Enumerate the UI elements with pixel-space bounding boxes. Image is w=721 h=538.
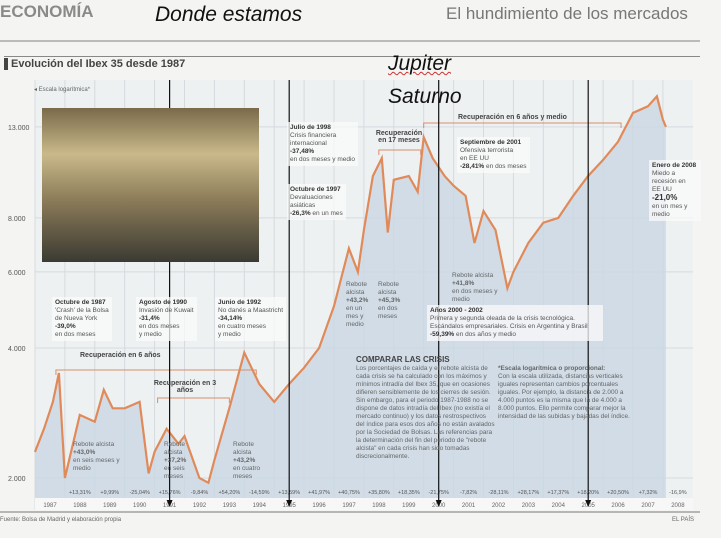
annotation-sep-2001: Septiembre de 2001 Ofensiva terrorista en … [457,137,530,173]
x-tick-label: 2007 [641,503,655,509]
annual-change-label: -7,82% [460,490,478,496]
overlay-donde-estamos: Donde estamos [155,3,303,26]
annual-change-label: -16,9% [669,490,687,496]
annual-change-label: +41,97% [308,490,330,496]
overlay-jupiter: Jupiter [388,52,452,75]
headline: El hundimiento de los mercados [446,4,688,23]
annotation-ene-2008: Enero de 2008 Miedo a recesión en EE UU -21,… [649,160,701,221]
recovery-3-years: Recuperación en 3 años [153,380,217,394]
arrow-down-icon [166,500,173,507]
recovery-6-5-years: Recuperación en 6 años y medio [458,114,567,121]
credit: EL PAÍS [672,517,695,523]
x-tick-label: 1987 [43,503,57,509]
annotation-ago-1990: Agosto de 1990 Invasión de Kuwait -31,4% en… [136,297,197,341]
arrow-down-icon [435,500,442,507]
rebound-1998b: Rebote alcista +45,3% en dos meses [378,281,401,320]
annual-change-label: +20,50% [607,490,629,496]
annotation-oct-1987: Octubre de 1987 'Crash' de la Bolsa de Nue… [52,297,112,341]
year-axis-band [35,498,693,510]
x-tick-label: 1998 [372,503,386,509]
x-tick-label: 1990 [133,503,147,509]
annual-change-label: -9,84% [191,490,209,496]
divider [4,56,700,57]
annual-change-label: +18,35% [398,490,420,496]
x-tick-label: 2003 [522,503,536,509]
annual-change-label: +7,32% [639,490,658,496]
section-label: ECONOMÍA [0,2,94,21]
overlay-saturno: Saturno [388,85,462,108]
divider [0,40,700,42]
annual-change-label: -25,04% [129,490,150,496]
annual-change-label: -14,59% [249,490,270,496]
recovery-17-months: Recuperación en 17 meses [375,130,423,144]
x-tick-label: 2006 [611,503,625,509]
annual-change-label: +28,17% [517,490,539,496]
y-tick-label: 13.000 [8,125,30,132]
arrow-down-icon [585,500,592,507]
rebound-2002: Rebote alcista +41,8% en dos meses y medio [452,272,498,303]
annual-change-label: +40,75% [338,490,360,496]
stock-exchange-photo [42,108,259,262]
arrow-down-icon [286,500,293,507]
x-tick-label: 1999 [402,503,416,509]
rebound-1992: Rebote alcista +43,2% en cuatro meses [233,441,261,480]
x-tick-label: 2004 [552,503,566,509]
rebound-1988: Rebote alcista +43,0% en seis meses y medi… [73,441,120,472]
annotation-oct-1997: Octubre de 1997 Devaluaciones asiáticas -26… [287,184,346,220]
x-tick-label: 1989 [103,503,117,509]
scale-note: ◂ Escala logarítmica* [34,87,91,93]
x-tick-label: 1988 [73,503,87,509]
compare-crisis-col1: COMPARAR LAS CRISIS Los porcentajes de ca… [356,355,495,461]
series-area [35,96,666,499]
x-tick-label: 2008 [671,503,685,509]
y-tick-label: 2.000 [8,476,26,483]
x-tick-label: 1996 [312,503,326,509]
annotation-2000-2002: Años 2000 - 2002 Primera y segunda oleada… [427,305,603,341]
recovery-6-years: Recuperación en 6 años [80,352,161,359]
recovery-bracket [55,369,257,375]
annual-change-label: +13,31% [69,490,91,496]
series-line-ibex [33,94,667,485]
chart-title: Evolución del Ibex 35 desde 1987 [4,58,185,70]
recovery-bracket [378,149,422,155]
y-tick-label: 6.000 [8,270,26,277]
x-tick-label: 2001 [462,503,476,509]
rebound-1991: Rebote alcista +37,2% en seis meses [164,441,187,480]
x-tick-label: 1997 [342,503,356,509]
annual-change-label: +17,37% [547,490,569,496]
x-tick-label: 2002 [492,503,506,509]
rebound-1998a: Rebote alcista +43,2% en un mes y medio [346,281,369,328]
x-tick-label: 1993 [223,503,237,509]
y-tick-label: 8.000 [8,216,26,223]
recovery-bracket [157,397,230,403]
recovery-bracket [423,122,622,128]
compare-crisis-col2: *Escala logarítmica o proporcional: Con l… [498,365,630,420]
annual-change-label: -28,11% [488,490,508,496]
source: Fuente: Bolsa de Madrid y elaboración pr… [0,517,122,523]
annual-change-label: +9,99% [100,490,119,496]
annual-change-label: +54,20% [218,490,240,496]
annual-change-label: +35,80% [368,490,390,496]
x-tick-label: 1994 [253,503,267,509]
x-tick-label: 1992 [193,503,207,509]
annotation-jul-1998: Julio de 1998 Crisis financiera internacio… [287,122,359,166]
annotation-jun-1992: Junio de 1992 No danés a Maastricht -34,14… [215,297,287,341]
y-tick-label: 4.000 [8,346,26,353]
